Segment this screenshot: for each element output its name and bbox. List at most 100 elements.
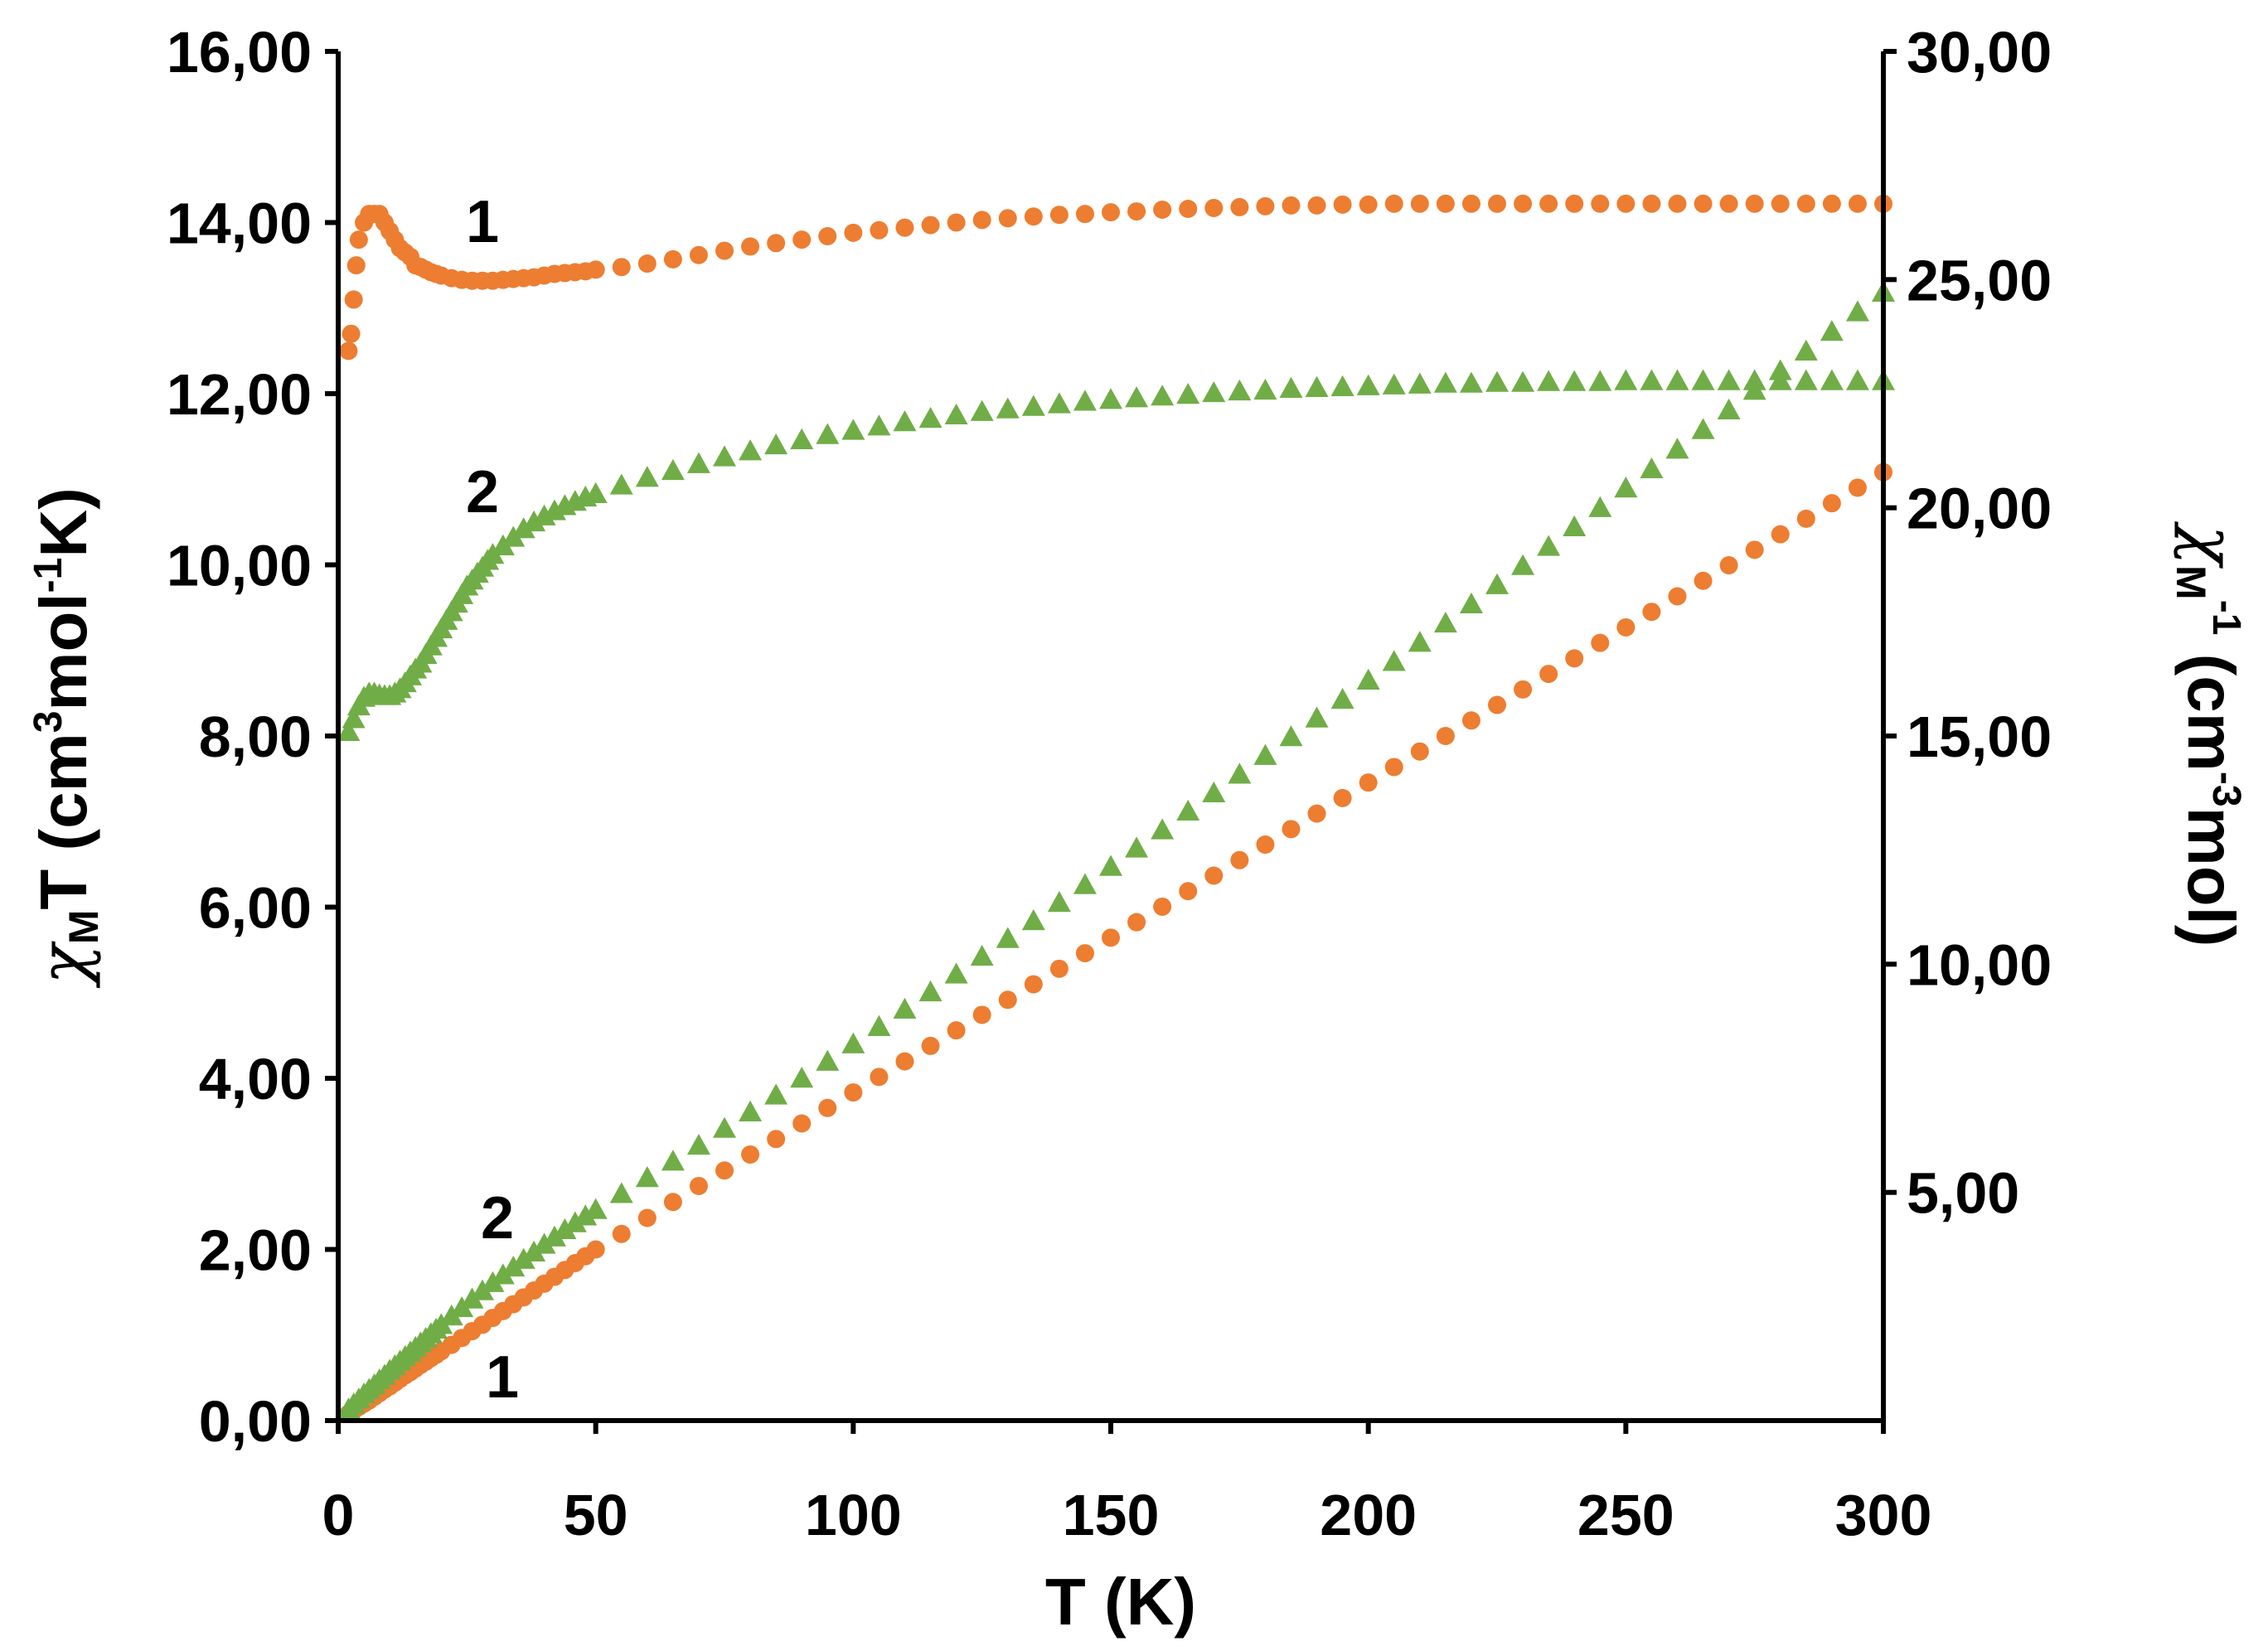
invchi_1-point-75: [1668, 587, 1687, 606]
chiT_2-point-53: [970, 399, 994, 421]
right-y-axis-title-sup1: -3: [2204, 772, 2248, 807]
invchi_1-point-42: [818, 1098, 837, 1117]
annotation-chit-1: 1: [466, 189, 499, 255]
chiT_1-point-55: [1102, 203, 1120, 222]
invchi_1-point-53: [1102, 928, 1120, 947]
invchi_1-point-77: [1719, 556, 1738, 575]
chiT_2-point-87: [1845, 369, 1869, 390]
invchi_1-point-71: [1565, 649, 1584, 668]
invchi_2-point-79: [1768, 359, 1792, 380]
chiT_2-point-71: [1433, 371, 1457, 393]
chiT_1-point-45: [844, 223, 863, 242]
chiT_2-point-51: [918, 406, 943, 428]
invchi_2-point-40: [764, 1083, 788, 1105]
invchi_2-point-58: [1228, 763, 1252, 784]
chiT_2-point-64: [1253, 378, 1277, 400]
invchi_2-point-62: [1330, 687, 1354, 709]
chiT_1-point-71: [1514, 194, 1533, 213]
invchi_2-point-74: [1640, 457, 1664, 479]
invchi_2-point-43: [841, 1032, 865, 1053]
chiT_1-point-1: [342, 324, 361, 343]
left-y-tick-label-4: 8,00: [199, 704, 312, 769]
invchi_2-point-67: [1459, 592, 1483, 614]
chiT_2-point-82: [1717, 369, 1741, 390]
chiT_2-point-50: [893, 410, 917, 432]
chiT_2-point-62: [1202, 380, 1226, 403]
invchi_2-point-36: [661, 1150, 685, 1171]
chiT_2-point-63: [1228, 379, 1252, 401]
invchi_2-point-55: [1151, 818, 1175, 840]
invchi_2-point-50: [1021, 909, 1045, 931]
invchi_2-point-63: [1356, 668, 1380, 690]
chiT_1-point-60: [1230, 197, 1249, 216]
invchi_1-point-38: [715, 1161, 734, 1180]
series-chiT_2: [337, 369, 1895, 742]
invchi_1-point-34: [612, 1224, 631, 1243]
chiT_1-point-44: [818, 227, 837, 246]
invchi_1-point-33: [586, 1240, 605, 1259]
chiT_1-point-43: [792, 230, 812, 249]
chiT_2-point-69: [1382, 373, 1406, 395]
invchi_2-point-37: [686, 1133, 710, 1155]
chiT_1-point-70: [1488, 194, 1506, 213]
invchi_2-point-44: [867, 1014, 891, 1036]
chiT_1-point-42: [767, 234, 786, 253]
chiT_2-point-85: [1794, 369, 1818, 390]
right-y-axis-title-end: mol): [2174, 807, 2248, 947]
left-y-axis-title-sup2: -1: [27, 558, 70, 593]
invchi_2-point-30: [553, 1218, 577, 1240]
chiT_2-point-43: [713, 445, 736, 467]
invchi_1-point-74: [1642, 603, 1661, 622]
right-y-tick-label-0: 5,00: [1907, 1161, 2019, 1226]
invchi_2-point-73: [1614, 476, 1638, 498]
chiT_2-point-80: [1665, 369, 1689, 390]
left-y-tick-label-0: 0,00: [199, 1389, 312, 1454]
invchi_2-point-42: [816, 1049, 840, 1071]
invchi_2-point-53: [1099, 855, 1122, 876]
chiT_2-point-0: [337, 719, 361, 742]
invchi_1-point-80: [1796, 509, 1815, 528]
annotation-chit-2: 2: [466, 459, 499, 525]
invchi_2-point-76: [1691, 418, 1715, 439]
right-y-tick-label-3: 20,00: [1907, 477, 2052, 541]
invchi_1-point-82: [1848, 478, 1867, 497]
invchi_2-point-75: [1665, 438, 1689, 459]
invchi_2-point-26: [511, 1247, 536, 1269]
left-y-axis-title-sub: M: [61, 910, 107, 945]
invchi_2-point-24: [491, 1263, 515, 1285]
chiT_2-point-49: [867, 414, 891, 436]
invchi_1-point-54: [1127, 913, 1146, 932]
x-tick-label-5: 250: [1577, 1483, 1674, 1547]
chiT_1-point-37: [637, 254, 657, 274]
chiT_1-point-49: [947, 213, 966, 232]
invchi_2-point-25: [502, 1255, 526, 1277]
invchi_1-point-70: [1539, 665, 1558, 684]
chiT_1-point-61: [1256, 196, 1275, 215]
chiT_2-point-42: [686, 452, 710, 473]
chiT_2-point-74: [1511, 370, 1535, 392]
chiT_1-point-50: [972, 211, 991, 230]
chiT_1-point-76: [1642, 194, 1661, 213]
chiT_2-point-75: [1537, 370, 1561, 391]
left-y-axis-title-sup1: 3: [27, 711, 70, 734]
chiT_2-point-58: [1099, 388, 1122, 409]
chiT_1-point-57: [1153, 201, 1172, 220]
chiT_2-point-65: [1279, 376, 1303, 399]
right-y-axis-title: χM-1 (cm-3mol): [2168, 521, 2250, 947]
chiT_1-point-68: [1436, 194, 1455, 213]
chiT_1-point-78: [1694, 194, 1713, 213]
chiT_1-point-64: [1333, 195, 1352, 214]
invchi_2-point-70: [1537, 535, 1561, 556]
invchi_2-point-80: [1794, 339, 1818, 361]
chiT_2-point-45: [764, 433, 788, 455]
chiT_1-point-39: [689, 245, 708, 264]
annotation-invchi-1: 1: [486, 1344, 519, 1411]
chiT_2-point-40: [635, 466, 659, 487]
x-tick-label-0: 0: [322, 1483, 355, 1547]
left-y-axis-title: χMT (cm3mol-1K): [25, 487, 107, 989]
invchi_2-point-46: [918, 980, 943, 1002]
invchi_1-point-44: [870, 1068, 889, 1087]
chiT_1-point-72: [1539, 194, 1558, 213]
right-y-axis-title-sup0: -1: [2204, 600, 2248, 636]
invchi_1-point-72: [1591, 633, 1610, 652]
